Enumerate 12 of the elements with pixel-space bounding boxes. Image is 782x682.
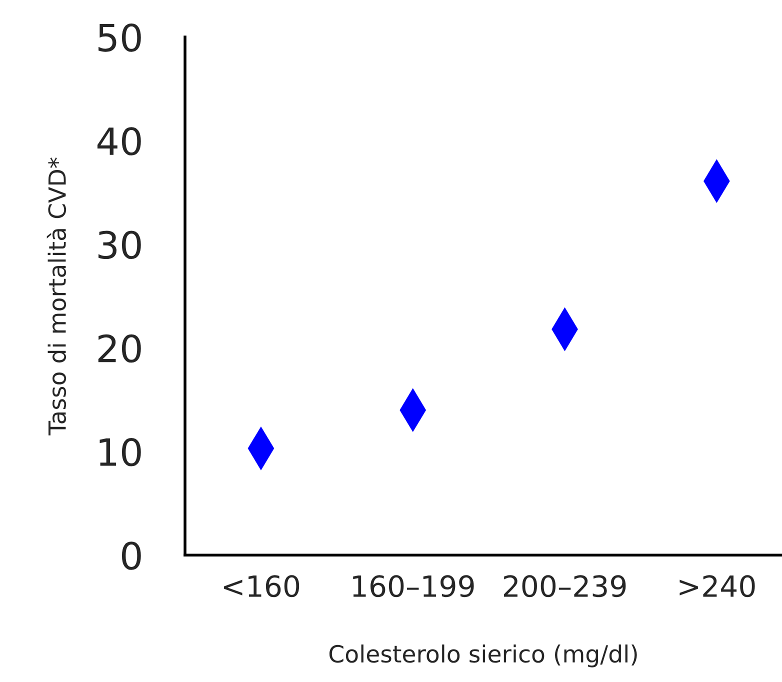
y-tick-label: 10: [100, 438, 141, 466]
x-tick-label: >240: [680, 575, 755, 598]
x-axis-title: Colesterolo sierico (mg/dl): [329, 644, 637, 668]
x-tick-label: 160–199: [353, 575, 474, 598]
x-tick-label: <160: [224, 575, 300, 598]
x-tick-label: 200–239: [504, 575, 626, 598]
y-tick-label: 30: [98, 230, 141, 260]
y-tick-label: 0: [122, 542, 141, 570]
y-axis-title: Tasso di mortalità CVD*: [46, 158, 66, 436]
y-tick-label: 40: [97, 127, 141, 156]
y-tick-label: 50: [98, 23, 141, 52]
y-tick-label: 20: [98, 334, 141, 363]
